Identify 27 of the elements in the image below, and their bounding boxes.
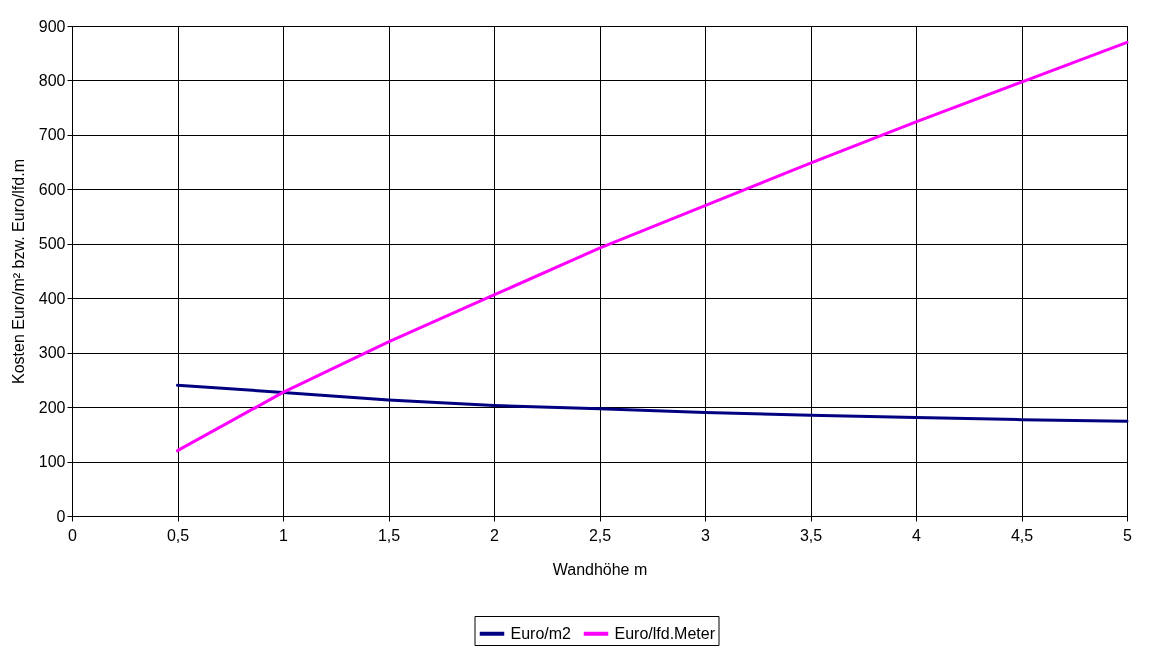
x-tick-label: 2 <box>490 526 500 544</box>
y-tick-label: 0 <box>56 507 66 525</box>
x-tick-label: 4,5 <box>1010 526 1034 544</box>
x-tick-label: 0 <box>68 526 78 544</box>
x-axis-title: Wandhöhe m <box>552 560 648 578</box>
x-tick-label: 3,5 <box>799 526 823 544</box>
x-tick-label: 1 <box>279 526 289 544</box>
x-tick-label: 2,5 <box>588 526 612 544</box>
y-tick-label: 100 <box>38 453 66 471</box>
x-tick-label: 3 <box>701 526 711 544</box>
legend-label: Euro/lfd.Meter <box>614 624 716 642</box>
y-tick-label: 700 <box>38 126 66 144</box>
x-tick-label: 5 <box>1123 526 1133 544</box>
line-series <box>176 383 1129 423</box>
y-tick-label: 200 <box>38 398 66 416</box>
y-tick-label: 600 <box>38 180 66 198</box>
y-tick-label: 500 <box>38 235 66 253</box>
y-tick-label: 900 <box>38 17 66 35</box>
x-tick-label: 4 <box>912 526 922 544</box>
y-tick-label: 400 <box>38 289 66 307</box>
y-tick-label: 800 <box>38 71 66 89</box>
legend-label: Euro/m2 <box>510 624 572 642</box>
y-axis-title: Kosten Euro/m² bzw. Euro/lfd.m <box>9 159 27 384</box>
x-tick-label: 0,5 <box>166 526 190 544</box>
line-series <box>176 40 1129 453</box>
y-tick-label: 300 <box>38 344 66 362</box>
x-tick-label: 1,5 <box>377 526 401 544</box>
